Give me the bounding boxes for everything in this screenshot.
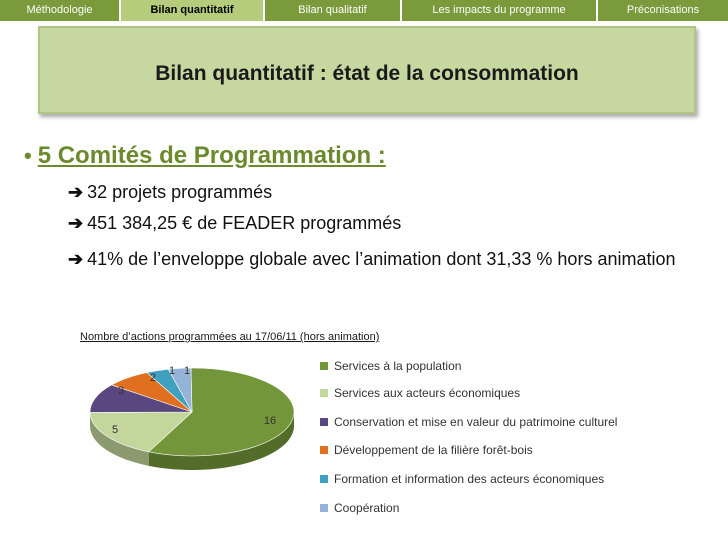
main-bullet-text: 5 Comités de Programmation : xyxy=(37,142,386,169)
right-arrow-icon: ➔ xyxy=(68,213,84,233)
sub-point-3: ➔ 41% de l’enveloppe globale avec l’anima… xyxy=(68,247,708,271)
main-bullet: • 5 Comités de Programmation : xyxy=(24,142,386,170)
top-navigation: Méthodologie Bilan quantitatif Bilan quali… xyxy=(0,0,728,21)
legend-swatch xyxy=(320,504,328,512)
pie-slice-1 xyxy=(89,411,193,453)
legend-label: Services à la population xyxy=(334,359,462,373)
sub-point-text: 32 projets programmés xyxy=(87,182,273,202)
sub-point-text: 41% de l’enveloppe globale avec l’animat… xyxy=(87,249,676,269)
pie-slice-5 xyxy=(167,367,193,413)
tab-methodologie[interactable]: Méthodologie xyxy=(0,0,121,21)
right-arrow-icon: ➔ xyxy=(68,182,84,202)
pie-slice-side xyxy=(148,412,294,470)
legend-swatch xyxy=(320,362,328,370)
page-title: Bilan quantitatif : état de la consommat… xyxy=(155,62,579,85)
sub-point-text: 451 384,25 € de FEADER programmés xyxy=(87,213,402,233)
legend-swatch xyxy=(320,475,328,483)
legend-swatch xyxy=(320,418,328,426)
pie-data-label: 1 xyxy=(184,365,190,377)
legend-swatch xyxy=(320,446,328,454)
legend-swatch xyxy=(320,389,328,397)
pie-data-label: 1 xyxy=(169,365,175,377)
legend-label: Coopération xyxy=(334,501,400,515)
tab-bilan-quantitatif[interactable]: Bilan quantitatif xyxy=(121,0,265,21)
pie-data-label: 5 xyxy=(112,424,118,436)
sub-point-2: ➔ 451 384,25 € de FEADER programmés xyxy=(68,211,401,235)
tab-preconisations[interactable]: Préconisations xyxy=(626,4,700,16)
tab-les-impacts-du-programme[interactable]: Les impacts du programme xyxy=(402,0,598,21)
right-arrow-icon: ➔ xyxy=(68,249,84,269)
title-box: Bilan quantitatif : état de la consommat… xyxy=(38,26,696,114)
bullet-dot: • xyxy=(24,143,32,168)
pie-slice-2 xyxy=(89,384,193,413)
legend-label: Formation et information des acteurs éco… xyxy=(334,472,605,486)
legend-label: Conservation et mise en valeur du patrim… xyxy=(334,415,618,429)
tab-bilan-qualitatif[interactable]: Bilan qualitatif xyxy=(265,0,402,21)
chart-title: Nombre d’actions programmées au 17/06/11… xyxy=(80,331,380,343)
pie-data-label: 3 xyxy=(118,385,124,397)
pie-data-label: 16 xyxy=(264,415,276,427)
legend-label: Services aux acteurs économiques xyxy=(334,386,521,400)
sub-point-1: ➔ 32 projets programmés xyxy=(68,180,272,204)
legend-label: Développement de la filière forêt-bois xyxy=(334,443,533,457)
pie-slice-0 xyxy=(148,367,295,457)
pie-slice-side xyxy=(90,412,149,466)
pie-data-label: 2 xyxy=(150,372,156,384)
